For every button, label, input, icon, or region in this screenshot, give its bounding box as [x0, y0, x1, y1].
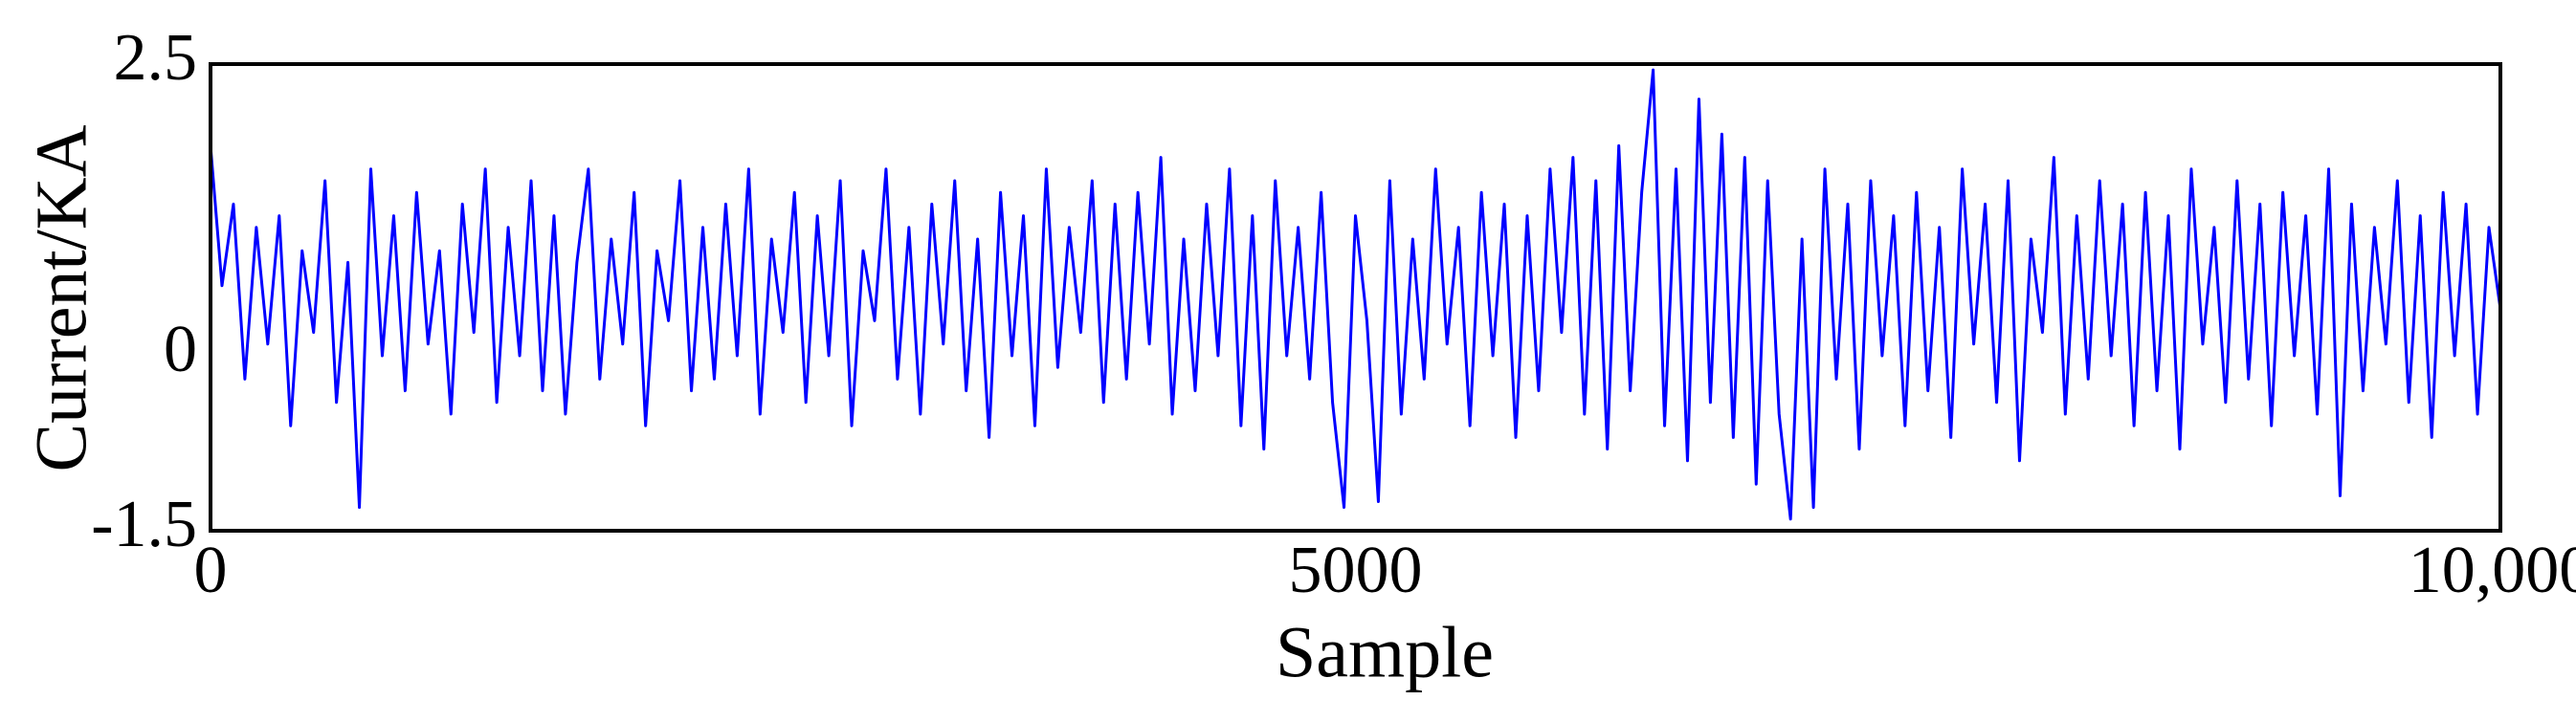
x-axis-label: Sample	[1276, 612, 1494, 692]
y-tick-label: -1.5	[91, 488, 197, 561]
x-tick-label: 10,000	[2409, 534, 2576, 607]
signal-line	[209, 68, 2502, 521]
y-tick-label: 0	[164, 313, 197, 386]
y-axis-label: Current/KA	[21, 124, 101, 471]
x-tick-label: 0	[194, 534, 228, 607]
x-tick-label: 5000	[1289, 534, 1423, 607]
plot-frame	[209, 62, 2502, 533]
y-tick-label: 2.5	[114, 21, 198, 95]
